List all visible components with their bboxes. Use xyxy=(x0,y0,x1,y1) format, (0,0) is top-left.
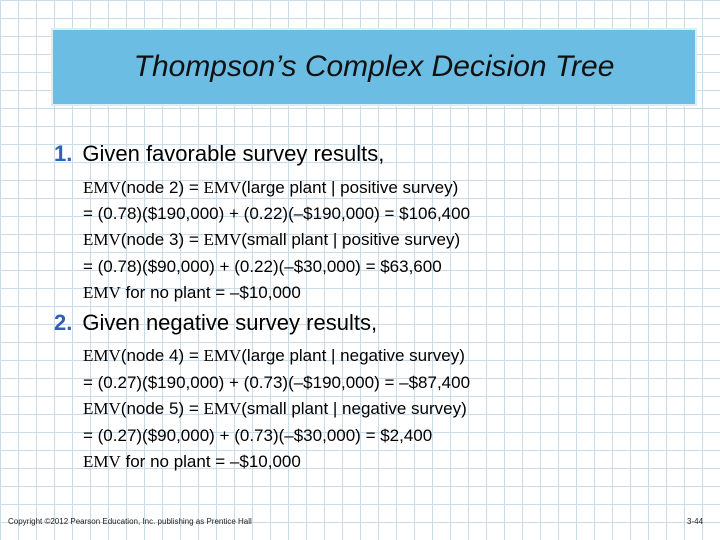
line-text: (node 5) = xyxy=(120,399,204,418)
emv-label: EMV xyxy=(83,283,121,302)
line-text: for no plant = –$10,000 xyxy=(120,283,301,302)
item-1-line-5: EMV for no plant = –$10,000 xyxy=(83,283,301,303)
line-text: = (0.27)($190,000) + (0.73)(–$190,000) =… xyxy=(83,373,471,392)
item-1-heading-text: Given favorable survey results, xyxy=(82,141,385,166)
line-text: (small plant | positive survey) xyxy=(241,230,461,249)
item-2-number: 2. xyxy=(54,310,73,335)
emv-label: EMV xyxy=(83,178,121,197)
line-text: (small plant | negative survey) xyxy=(241,399,467,418)
title-banner: Thompson’s Complex Decision Tree xyxy=(51,28,697,106)
emv-label: EMV xyxy=(203,346,242,365)
line-text: (large plant | negative survey) xyxy=(241,346,465,365)
emv-label: EMV xyxy=(203,230,242,249)
footer-copyright: Copyright ©2012 Pearson Education, Inc. … xyxy=(8,517,252,526)
line-text: = (0.27)($90,000) + (0.73)(–$30,000) = $… xyxy=(83,426,433,445)
emv-label: EMV xyxy=(203,178,242,197)
emv-label: EMV xyxy=(203,399,242,418)
item-2-line-1: EMV(node 4) = EMV(large plant | negative… xyxy=(83,346,465,366)
item-2-heading-text: Given negative survey results, xyxy=(82,310,378,335)
item-2-line-4: = (0.27)($90,000) + (0.73)(–$30,000) = $… xyxy=(83,426,432,446)
item-1-line-3: EMV(node 3) = EMV(small plant | positive… xyxy=(83,230,460,250)
item-2-line-5: EMV for no plant = –$10,000 xyxy=(83,452,301,472)
slide-title: Thompson’s Complex Decision Tree xyxy=(133,50,615,83)
item-1-number: 1. xyxy=(54,141,73,166)
item-1-line-4: = (0.78)($90,000) + (0.22)(–$30,000) = $… xyxy=(83,257,442,277)
page-number: 3-44 xyxy=(687,517,704,526)
emv-label: EMV xyxy=(83,346,121,365)
line-text: (large plant | positive survey) xyxy=(241,178,459,197)
item-2-line-3: EMV(node 5) = EMV(small plant | negative… xyxy=(83,399,467,419)
item-1-line-2: = (0.78)($190,000) + (0.22)(–$190,000) =… xyxy=(83,204,470,224)
line-text: (node 4) = xyxy=(120,346,204,365)
item-1-heading: 1. Given favorable survey results, xyxy=(54,141,384,167)
emv-label: EMV xyxy=(83,399,121,418)
line-text: (node 2) = xyxy=(120,178,204,197)
emv-label: EMV xyxy=(83,452,121,471)
line-text: for no plant = –$10,000 xyxy=(120,452,301,471)
item-1-line-1: EMV(node 2) = EMV(large plant | positive… xyxy=(83,178,458,198)
emv-label: EMV xyxy=(83,230,121,249)
line-text: = (0.78)($190,000) + (0.22)(–$190,000) =… xyxy=(83,204,471,223)
line-text: = (0.78)($90,000) + (0.22)(–$30,000) = $… xyxy=(83,257,442,276)
item-2-heading: 2. Given negative survey results, xyxy=(54,310,377,336)
item-2-line-2: = (0.27)($190,000) + (0.73)(–$190,000) =… xyxy=(83,373,470,393)
line-text: (node 3) = xyxy=(120,230,204,249)
